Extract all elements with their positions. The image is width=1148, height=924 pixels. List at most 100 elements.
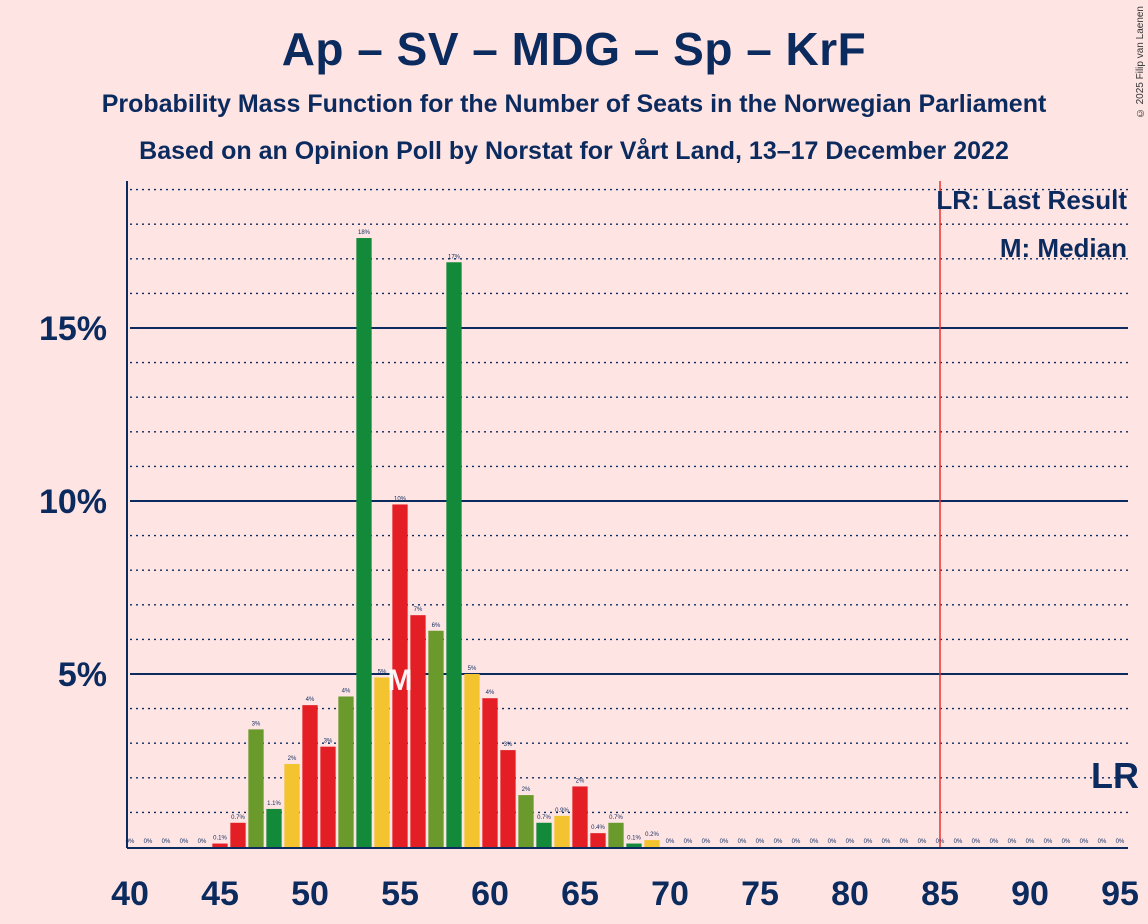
data-label-54: 5% [378, 669, 387, 675]
bar-seats-56 [410, 615, 426, 847]
legend-median: M: Median [1000, 233, 1127, 263]
data-label-63: 0.7% [537, 815, 551, 821]
data-label-77: 0% [792, 839, 801, 845]
data-label-41: 0% [144, 839, 153, 845]
data-label-76: 0% [774, 839, 783, 845]
data-label-43: 0% [180, 839, 189, 845]
chart-title: Ap – SV – MDG – Sp – KrF [281, 23, 867, 75]
data-label-72: 0% [702, 839, 711, 845]
x-tick-label-65: 65 [561, 875, 599, 913]
data-label-47: 3% [252, 721, 261, 727]
data-label-90: 0% [1026, 839, 1035, 845]
data-label-51: 3% [324, 739, 333, 745]
bar-seats-67 [608, 822, 624, 847]
data-label-40: 0% [126, 839, 135, 845]
data-label-73: 0% [720, 839, 729, 845]
data-label-80: 0% [846, 839, 855, 845]
bar-seats-55 [392, 504, 408, 847]
x-tick-label-60: 60 [471, 875, 509, 913]
last-result-marker: LR [1091, 755, 1139, 796]
data-label-95: 0% [1116, 839, 1125, 845]
bar-seats-50 [302, 705, 318, 847]
data-label-88: 0% [990, 839, 999, 845]
x-tick-label-75: 75 [741, 875, 779, 913]
bar-seats-59 [464, 674, 480, 847]
bar-seats-69 [644, 840, 660, 847]
bar-seats-54 [374, 677, 390, 847]
bar-seats-64 [554, 815, 570, 847]
data-label-46: 0.7% [231, 815, 245, 821]
bar-seats-57 [428, 630, 444, 847]
data-label-64: 0.9% [555, 808, 569, 814]
data-label-57: 6% [432, 623, 441, 629]
data-label-68: 0.1% [627, 836, 641, 842]
data-label-84: 0% [918, 839, 927, 845]
data-label-50: 4% [306, 697, 315, 703]
data-label-83: 0% [900, 839, 909, 845]
y-tick-label-15: 15% [39, 310, 107, 348]
x-tick-label-55: 55 [381, 875, 419, 913]
bar-seats-63 [536, 822, 552, 847]
data-label-91: 0% [1044, 839, 1053, 845]
data-label-70: 0% [666, 839, 675, 845]
axes: LR 40 45 50 55 60 65 70 75 80 85 90 95 5% 10% 15% [39, 181, 1139, 913]
bar-seats-47 [248, 729, 264, 847]
x-tick-label-80: 80 [831, 875, 869, 913]
data-label-65: 2% [576, 778, 585, 784]
x-tick-label-90: 90 [1011, 875, 1049, 913]
data-label-81: 0% [864, 839, 873, 845]
bar-seats-62 [518, 795, 534, 847]
chart-subtitle: Probability Mass Function for the Number… [101, 90, 1047, 118]
data-label-59: 5% [468, 666, 477, 672]
bars [212, 238, 660, 848]
bar-seats-68 [626, 843, 642, 847]
bar-seats-45 [212, 843, 228, 847]
data-label-66: 0.4% [591, 825, 605, 831]
bar-seats-52 [338, 696, 354, 847]
data-label-75: 0% [756, 839, 765, 845]
data-label-48: 1.1% [267, 801, 281, 807]
data-label-67: 0.7% [609, 815, 623, 821]
data-labels: 0% 0% 0% 0% 0% 0.1% 0.7% 3% 1.1% 2% 4% 3% 4% 18% 5% 10%… [126, 230, 1125, 845]
bar-seats-66 [590, 833, 606, 847]
bar-seats-60 [482, 698, 498, 847]
data-label-53: 18% [358, 230, 371, 236]
data-label-87: 0% [972, 839, 981, 845]
data-label-56: 7% [414, 607, 423, 613]
data-label-61: 3% [504, 742, 513, 748]
data-label-60: 4% [486, 690, 495, 696]
data-label-45: 0.1% [213, 836, 227, 842]
x-tick-label-70: 70 [651, 875, 689, 913]
data-label-42: 0% [162, 839, 171, 845]
x-tick-label-85: 85 [921, 875, 959, 913]
data-label-94: 0% [1098, 839, 1107, 845]
data-label-92: 0% [1062, 839, 1071, 845]
x-tick-label-95: 95 [1101, 875, 1139, 913]
data-label-58: 17% [448, 254, 461, 260]
x-tick-label-40: 40 [111, 875, 149, 913]
bar-seats-65 [572, 786, 588, 847]
data-label-82: 0% [882, 839, 891, 845]
bar-seats-58 [446, 262, 462, 847]
bar-seats-53 [356, 238, 372, 848]
data-label-71: 0% [684, 839, 693, 845]
data-label-44: 0% [198, 839, 207, 845]
data-label-55: 10% [394, 496, 407, 502]
bar-seats-48 [266, 808, 282, 847]
median-marker: M [388, 664, 413, 697]
bar-seats-46 [230, 822, 246, 847]
data-label-93: 0% [1080, 839, 1089, 845]
y-tick-label-10: 10% [39, 483, 107, 521]
bar-seats-61 [500, 750, 516, 847]
x-tick-label-45: 45 [201, 875, 239, 913]
data-label-74: 0% [738, 839, 747, 845]
x-tick-label-50: 50 [291, 875, 329, 913]
data-label-49: 2% [288, 756, 297, 762]
chart-source-line: Based on an Opinion Poll by Norstat for … [139, 137, 1009, 165]
grid-lines [130, 188, 1128, 814]
data-label-79: 0% [828, 839, 837, 845]
data-label-86: 0% [954, 839, 963, 845]
data-label-89: 0% [1008, 839, 1017, 845]
y-tick-label-5: 5% [58, 656, 107, 694]
